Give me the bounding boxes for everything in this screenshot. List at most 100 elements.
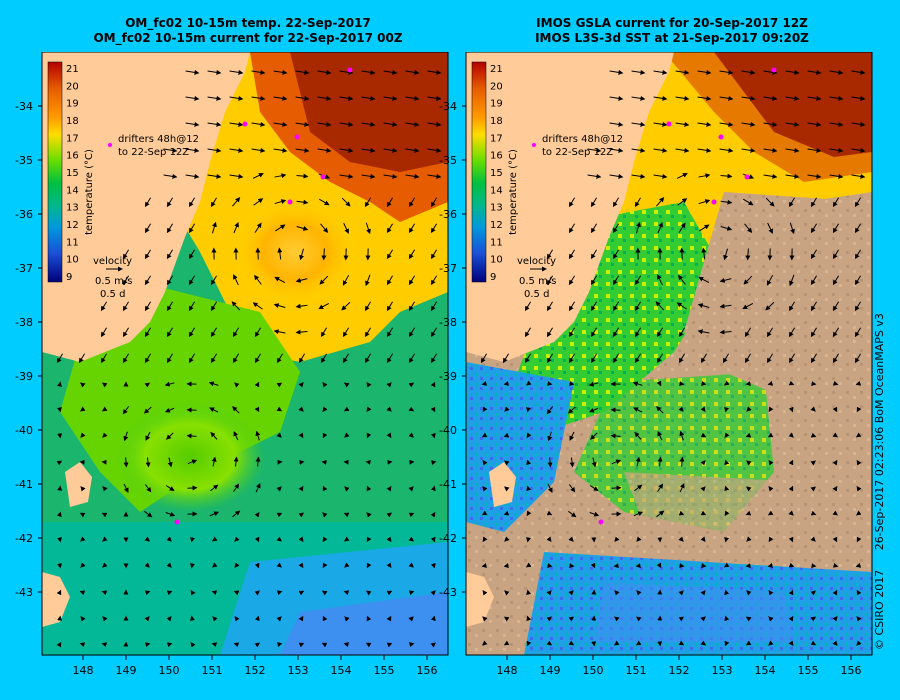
velocity-arrow	[700, 616, 706, 622]
lon-label: 155	[374, 664, 395, 677]
velocity-arrow	[723, 562, 730, 568]
observed-sst-map: 21 20 19 18 17 16 15 14 13 12 11 10 9 temperature (°…	[439, 52, 873, 677]
velocity-arrow	[612, 353, 620, 364]
velocity-arrow	[430, 590, 436, 596]
velocity-legend: velocity 0.5 m/s 0.5 d	[517, 256, 556, 300]
velocity-arrow	[144, 562, 150, 568]
velocity-arrow	[568, 197, 576, 208]
velocity-arrow	[386, 301, 394, 312]
lat-label: -41	[15, 478, 33, 491]
velocity-arrow	[101, 590, 108, 596]
velocity-arrow	[405, 121, 420, 127]
velocity-arrow	[123, 431, 129, 442]
velocity-arrow	[343, 642, 350, 648]
velocity-arrow	[832, 353, 840, 364]
velocity-arrow	[745, 381, 751, 387]
velocity-arrow	[525, 562, 532, 568]
lon-label: 152	[245, 664, 266, 677]
velocity-arrow	[482, 460, 488, 466]
velocity-arrow	[745, 616, 752, 622]
velocity-arrow	[504, 406, 510, 412]
velocity-arrow	[546, 327, 554, 338]
velocity-arrow	[102, 536, 108, 542]
velocity-arrow	[210, 275, 218, 286]
velocity-arrow	[655, 301, 665, 311]
velocity-arrow	[144, 590, 151, 596]
lat-label: -43	[439, 586, 457, 599]
lat-label: -38	[439, 316, 457, 329]
velocity-arrow	[767, 222, 773, 234]
velocity-arrow	[724, 459, 730, 466]
velocity-arrow	[343, 536, 350, 542]
velocity-arrow	[233, 483, 240, 493]
velocity-arrow	[855, 562, 862, 568]
velocity-arrow	[482, 406, 488, 413]
lat-label: -38	[15, 316, 33, 329]
velocity-arrow	[211, 456, 217, 467]
velocity-arrow	[698, 173, 711, 179]
velocity-arrow	[832, 485, 838, 492]
velocity-arrow	[408, 406, 415, 412]
velocity-arrow	[832, 223, 840, 234]
velocity-arrow	[144, 353, 152, 364]
velocity-arrow	[207, 147, 222, 153]
velocity-arrow	[164, 407, 175, 413]
lon-label: 150	[159, 664, 180, 677]
velocity-arrow	[254, 327, 262, 338]
velocity-arrow	[719, 147, 734, 153]
velocity-arrow	[343, 406, 350, 412]
velocity-arrow	[614, 536, 620, 542]
velocity-arrow	[427, 173, 442, 179]
velocity-arrow	[526, 536, 532, 543]
velocity-arrow	[741, 121, 756, 127]
velocity-arrow	[233, 221, 239, 234]
velocity-arrow	[851, 147, 866, 153]
velocity-arrow	[745, 432, 752, 438]
velocity-arrow	[56, 589, 62, 596]
velocity-arrow	[546, 249, 554, 260]
velocity-arrow	[386, 275, 394, 286]
velocity-arrow	[166, 616, 172, 622]
velocity-arrow	[724, 589, 730, 596]
velocity-arrow	[788, 406, 794, 413]
drifter-legend-line2: to 22-Sep 12Z	[542, 147, 613, 158]
velocity-arrow	[767, 380, 774, 386]
velocity-arrow	[481, 432, 488, 438]
velocity-arrow	[612, 301, 620, 312]
velocity-arrow	[234, 562, 240, 568]
velocity-arrow	[408, 223, 416, 234]
velocity-arrow	[744, 353, 752, 364]
velocity-arrow	[364, 353, 372, 364]
velocity-arrow	[185, 69, 200, 75]
velocity-arrow	[481, 510, 488, 516]
velocity-arrow	[145, 457, 151, 468]
velocity-arrow	[430, 485, 436, 492]
velocity-arrow	[339, 121, 354, 127]
velocity-arrow	[788, 459, 794, 466]
velocity-arrow	[383, 121, 398, 127]
velocity-arrow	[679, 482, 685, 493]
velocity-arrow	[80, 382, 86, 388]
velocity-arrow	[234, 615, 240, 622]
velocity-arrow	[163, 147, 178, 153]
velocity-legend-time: 0.5 d	[100, 289, 125, 300]
velocity-arrow	[677, 198, 688, 206]
velocity-arrow	[768, 640, 774, 646]
velocity-arrow	[719, 69, 734, 75]
velocity-arrow	[590, 197, 598, 208]
lon-label: 148	[497, 664, 518, 677]
velocity-arrow	[722, 353, 730, 364]
velocity-arrow	[744, 223, 753, 234]
velocity-arrow	[788, 510, 794, 516]
velocity-arrow	[678, 353, 686, 364]
velocity-arrow	[788, 353, 796, 364]
velocity-arrow	[386, 249, 394, 260]
colorbar-tick-label: 18	[66, 116, 79, 127]
velocity-arrow	[166, 223, 174, 234]
credit-line: © CSIRO 2017 26-Sep-2017 02:23:06 BoM Oc…	[873, 297, 886, 650]
velocity-arrow	[569, 431, 575, 441]
velocity-arrow	[678, 510, 685, 516]
velocity-arrow	[251, 121, 266, 127]
velocity-legend-title: velocity	[93, 256, 132, 267]
velocity-arrow	[723, 380, 730, 386]
